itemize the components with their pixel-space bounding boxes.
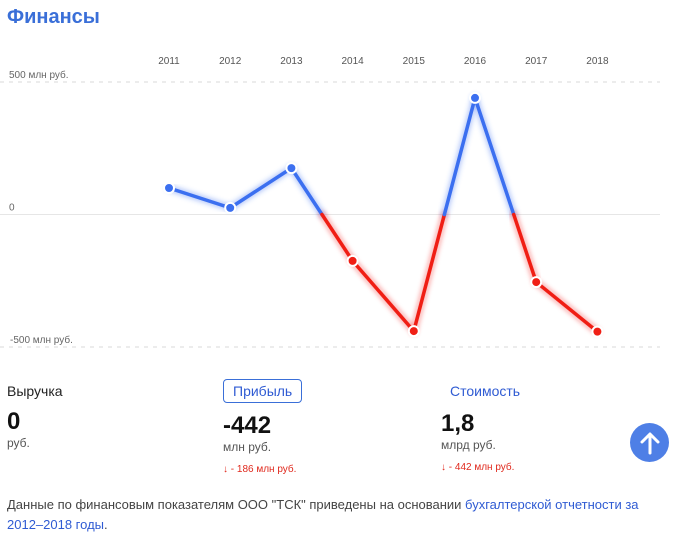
- metric-cost-value: 1,8: [441, 410, 475, 437]
- arrow-up-icon: [640, 432, 659, 454]
- series-line-segment: [442, 96, 477, 217]
- metric-profit: Прибыль -442 млн руб. ↓ - 186 млн руб.: [223, 379, 303, 475]
- x-tick-label: 2017: [525, 56, 548, 67]
- metric-cost: Стоимость 1,8 млрд руб. ↓ - 442 млн руб.: [441, 383, 520, 473]
- series-line-segment: [167, 186, 232, 210]
- series-line-segment: [511, 212, 538, 284]
- report-link[interactable]: бухгалтерской отчетности за 2012–2018 го…: [7, 497, 639, 532]
- scroll-top-button[interactable]: [630, 423, 669, 462]
- metric-cost-delta: ↓ - 442 млн руб.: [441, 462, 515, 473]
- metric-profit-delta: ↓ - 186 млн руб.: [223, 464, 297, 475]
- metric-revenue: Выручка 0 руб.: [7, 383, 63, 450]
- metric-revenue-value: 0: [7, 408, 21, 435]
- data-point[interactable]: [407, 325, 420, 338]
- data-point[interactable]: [591, 325, 604, 338]
- x-tick-label: 2013: [280, 56, 303, 67]
- tab-cost[interactable]: Стоимость: [450, 383, 521, 399]
- series-line-segment: [350, 259, 416, 333]
- x-tick-label: 2011: [158, 56, 180, 67]
- y-tick-label: 500 млн руб.: [9, 69, 69, 81]
- series-line-segment: [534, 280, 600, 334]
- tab-profit[interactable]: Прибыль: [223, 379, 303, 403]
- data-point[interactable]: [346, 254, 359, 267]
- x-tick-label: 2018: [586, 56, 609, 67]
- data-point[interactable]: [163, 182, 175, 194]
- metric-profit-value: -442: [223, 412, 272, 439]
- section-title: Финансы: [7, 6, 100, 28]
- series-line-segment: [473, 96, 516, 217]
- series-line-segment: [289, 166, 324, 217]
- series-line-segment: [228, 166, 294, 210]
- series-line-segment: [320, 212, 355, 263]
- x-tick-label: 2016: [464, 56, 487, 67]
- y-tick-label: -500 млн руб.: [10, 334, 73, 346]
- data-point[interactable]: [530, 276, 543, 289]
- data-point[interactable]: [285, 162, 298, 175]
- x-tick-label: 2015: [403, 56, 426, 67]
- metric-revenue-unit: руб.: [7, 436, 30, 450]
- data-point[interactable]: [469, 91, 481, 104]
- x-tick-label: 2014: [341, 56, 364, 67]
- footer-text: Данные по финансовым показателям ООО "ТС…: [7, 497, 466, 512]
- footer-note: Данные по финансовым показателям ООО "ТС…: [7, 495, 647, 535]
- finance-line-chart: 500 млн руб. 0 -500 млн руб. 2011 2012 2013 20…: [0, 56, 660, 348]
- data-point[interactable]: [224, 201, 237, 214]
- footer-end: .: [104, 517, 108, 532]
- x-tick-label: 2012: [219, 56, 242, 67]
- metric-cost-unit: млрд руб.: [441, 438, 496, 452]
- metric-revenue-label: Выручка: [7, 383, 63, 399]
- series-line-segment: [412, 212, 447, 333]
- metric-profit-unit: млн руб.: [223, 440, 272, 454]
- y-tick-label: 0: [9, 203, 15, 214]
